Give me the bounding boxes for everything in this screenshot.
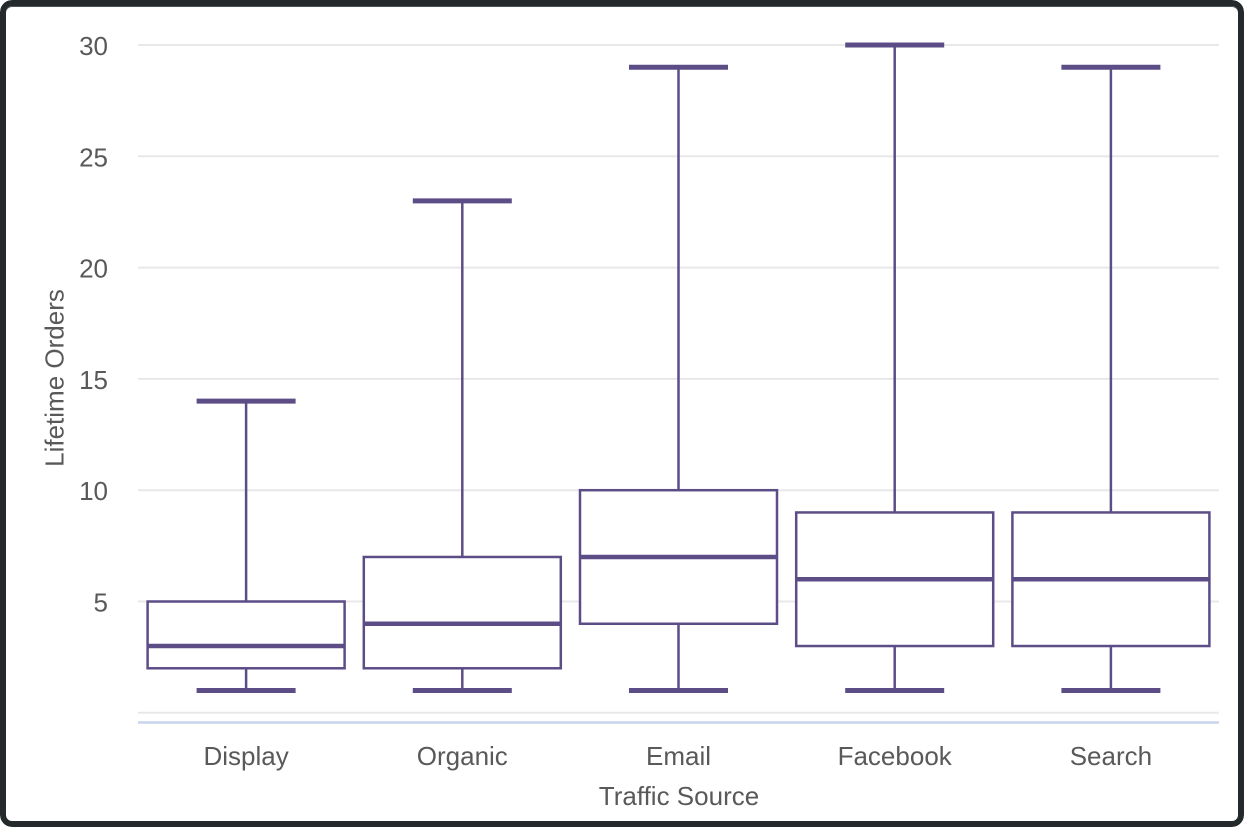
box-plot-display[interactable] (146, 398, 346, 694)
x-category-label: Search (1070, 741, 1152, 771)
x-category-label: Display (203, 741, 288, 771)
y-axis-title: Lifetime Orders (39, 289, 70, 467)
iqr-box-display (146, 600, 346, 670)
y-tick-label: 25 (79, 142, 108, 172)
box-plot-organic[interactable] (362, 198, 563, 694)
box-plot-facebook[interactable] (794, 42, 995, 694)
x-category-label: Facebook (838, 741, 953, 771)
box-plot-email[interactable] (578, 64, 779, 694)
x-category-label: Email (646, 741, 711, 771)
x-category-label: Organic (417, 741, 508, 771)
y-tick-label: 10 (79, 476, 108, 506)
y-tick-label: 20 (79, 254, 108, 284)
y-tick-label: 30 (79, 31, 108, 61)
box-plot-search[interactable] (1011, 64, 1211, 694)
x-axis-title: Traffic Source (598, 781, 760, 811)
iqr-box-organic (362, 555, 563, 670)
y-tick-label: 5 (94, 588, 108, 618)
y-tick-label: 15 (79, 365, 108, 395)
